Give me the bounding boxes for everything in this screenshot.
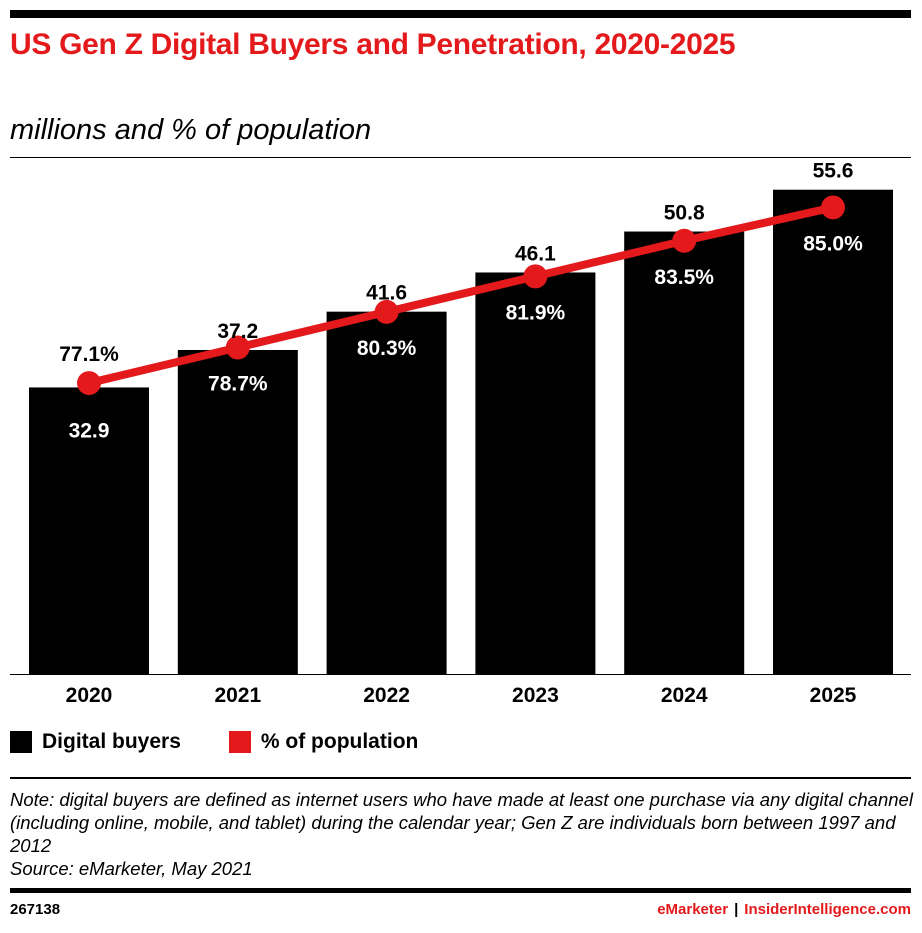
brand-separator: | (734, 901, 739, 918)
bar-value-2022: 41.6 (366, 282, 407, 305)
bar-2023 (475, 272, 596, 674)
bar-value-2021: 37.2 (217, 320, 258, 343)
x-tick-2021: 2021 (214, 684, 261, 707)
top-rule (10, 10, 911, 18)
bar-value-2025: 55.6 (813, 160, 854, 183)
line-value-2022: 80.3% (357, 337, 417, 360)
note-text: Note: digital buyers are defined as inte… (10, 789, 913, 856)
population-line (88, 203, 834, 387)
x-tick-2023: 2023 (512, 684, 559, 707)
legend-label-bars: Digital buyers (42, 730, 181, 753)
header-divider (10, 157, 911, 158)
x-tick-2022: 2022 (363, 684, 410, 707)
chart-id: 267138 (10, 901, 61, 918)
bar-2025 (773, 189, 893, 674)
brand-emarketer: eMarketer (657, 901, 729, 918)
legend: Digital buyers % of population (10, 727, 466, 757)
chart-title: US Gen Z Digital Buyers and Penetration,… (10, 28, 736, 61)
legend-item-digital-buyers: Digital buyers (10, 730, 181, 754)
brand-insider-intelligence: InsiderIntelligence.com (744, 901, 911, 918)
bar-value-2024: 50.8 (664, 202, 705, 225)
line-value-2021: 78.7% (208, 372, 268, 395)
bar-value-2020: 32.9 (69, 419, 110, 442)
population-point-2025 (821, 195, 845, 220)
line-value-2020: 77.1% (59, 343, 119, 366)
source-text: Source: eMarketer, May 2021 (10, 858, 253, 879)
chart-subtitle: millions and % of population (10, 114, 372, 146)
legend-item-population: % of population (228, 730, 419, 754)
line-value-2023: 81.9% (506, 301, 566, 324)
population-point-2023 (523, 264, 548, 289)
note-divider (10, 777, 911, 779)
population-point-2024 (672, 228, 697, 253)
legend-swatch-line (228, 731, 251, 753)
chart-note: Note: digital buyers are defined as inte… (10, 788, 915, 880)
population-point-2021 (225, 335, 250, 360)
x-tick-2020: 2020 (66, 684, 113, 707)
footer-brand: eMarketer | InsiderIntelligence.com (657, 901, 911, 918)
population-point-2022 (374, 299, 399, 324)
bar-2022 (326, 311, 447, 674)
population-point-2020 (77, 371, 101, 396)
x-tick-2024: 2024 (661, 684, 708, 707)
bar-2024 (624, 231, 745, 675)
line-value-2025: 85.0% (803, 232, 863, 255)
x-tick-2025: 2025 (810, 684, 857, 707)
legend-swatch-bars (10, 731, 32, 753)
bar-value-2023: 46.1 (515, 242, 556, 265)
line-value-2024: 83.5% (654, 266, 714, 289)
legend-label-line: % of population (260, 730, 419, 753)
bar-2021 (177, 349, 298, 674)
combo-chart: 2020 2021 2022 2023 2024 2025 32.9 77.1% 37.2 78.… (10, 160, 911, 707)
footer-rule (10, 888, 911, 893)
bar-2020 (29, 387, 149, 674)
